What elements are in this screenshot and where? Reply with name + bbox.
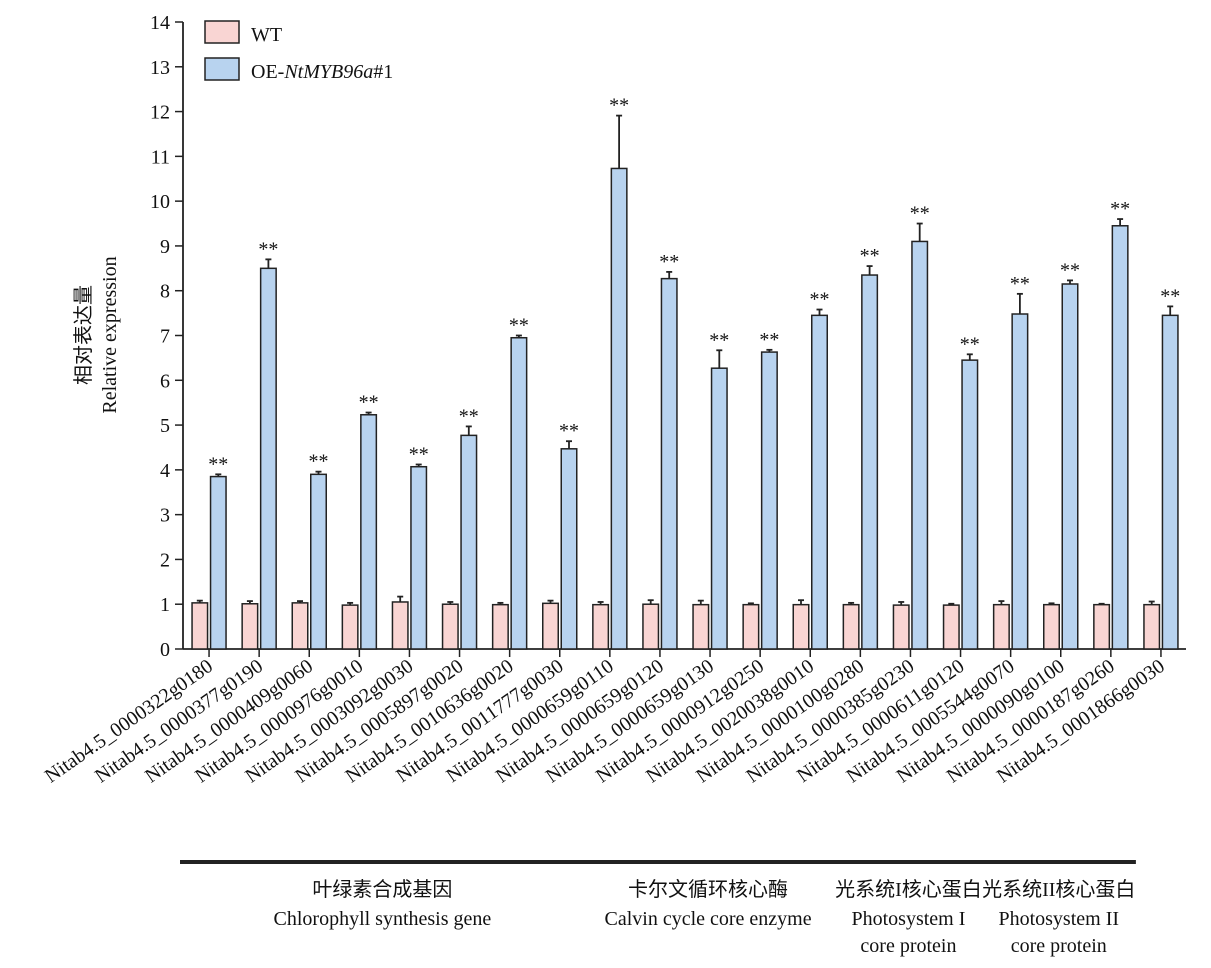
group-label-cn: 卡尔文循环核心酶 bbox=[628, 878, 788, 901]
y-tick-label: 12 bbox=[150, 102, 170, 124]
bar-wt bbox=[491, 603, 509, 650]
bar-oe bbox=[811, 314, 828, 650]
legend-label-oe-gene: NtMYB96a bbox=[283, 61, 373, 83]
bar-wt bbox=[792, 603, 810, 650]
bar-wt bbox=[1043, 603, 1060, 650]
significance-label: ** bbox=[509, 315, 529, 337]
y-tick-label: 8 bbox=[160, 281, 170, 303]
group-label-en: Chlorophyll synthesis gene bbox=[274, 908, 492, 930]
group-label-en: Calvin cycle core enzyme bbox=[604, 908, 811, 930]
bars: ** ** ** ** ** ** ** ** ** ** ** ** ** ** ** ** ** ** ** ** bbox=[191, 95, 1180, 650]
legend: WT OE-NtMYB96a#1 bbox=[204, 20, 393, 83]
group-label-cn: 光系统I核心蛋白 bbox=[835, 878, 982, 901]
significance-label: ** bbox=[1160, 285, 1180, 307]
legend-label-oe-prefix: OE- bbox=[251, 61, 284, 83]
bar-oe bbox=[310, 473, 327, 650]
bar-wt bbox=[291, 602, 309, 650]
bar-wt bbox=[942, 604, 960, 650]
bar-wt bbox=[1143, 603, 1161, 650]
y-tick-label: 4 bbox=[160, 460, 170, 482]
bar-oe bbox=[861, 274, 879, 650]
significance-label: ** bbox=[359, 392, 379, 414]
y-tick-label: 7 bbox=[160, 326, 170, 348]
bar-wt bbox=[1093, 603, 1111, 650]
bar-oe bbox=[460, 434, 478, 650]
gene-groups: 叶绿素合成基因 Chlorophyll synthesis gene 卡尔文循环核心… bbox=[180, 860, 1136, 957]
bar-wt bbox=[191, 602, 209, 650]
y-tick-label: 11 bbox=[151, 146, 170, 168]
legend-swatch-oe bbox=[204, 57, 240, 81]
bar-oe bbox=[961, 359, 979, 650]
bar-oe bbox=[760, 351, 778, 650]
bar-wt bbox=[892, 604, 910, 650]
bar-oe bbox=[911, 240, 929, 650]
significance-label: ** bbox=[960, 333, 980, 355]
group-label-cn: 叶绿素合成基因 bbox=[312, 878, 452, 901]
group-label-en: core protein bbox=[1011, 935, 1107, 957]
significance-label: ** bbox=[258, 238, 278, 260]
significance-label: ** bbox=[910, 203, 930, 225]
legend-swatch-wt bbox=[204, 20, 240, 44]
y-tick-label: 5 bbox=[160, 415, 170, 437]
significance-label: ** bbox=[409, 443, 429, 465]
bar-oe bbox=[1011, 313, 1029, 650]
significance-label: ** bbox=[810, 289, 830, 311]
bar-oe bbox=[1161, 314, 1179, 650]
bar-wt bbox=[692, 603, 710, 650]
y-tick-label: 14 bbox=[150, 12, 170, 34]
group-label-en: core protein bbox=[860, 935, 956, 957]
y-tick-label: 2 bbox=[160, 549, 170, 571]
significance-label: ** bbox=[659, 251, 679, 273]
significance-label: ** bbox=[559, 420, 579, 442]
significance-label: ** bbox=[1060, 259, 1080, 281]
legend-label-wt: WT bbox=[251, 24, 282, 46]
bar-wt bbox=[842, 603, 860, 650]
bar-wt bbox=[341, 604, 359, 650]
bar-oe bbox=[259, 267, 277, 650]
y-axis-title-cn: 相对表达量 bbox=[72, 285, 95, 385]
y-tick-label: 9 bbox=[160, 236, 170, 258]
bar-wt bbox=[742, 603, 760, 650]
bar-oe bbox=[410, 465, 428, 650]
y-tick-label: 3 bbox=[160, 505, 170, 527]
significance-label: ** bbox=[709, 329, 729, 351]
bar-wt bbox=[592, 603, 610, 650]
bar-oe bbox=[610, 167, 628, 650]
significance-label: ** bbox=[860, 245, 880, 267]
legend-label-oe: OE-NtMYB96a#1 bbox=[251, 61, 393, 83]
significance-label: ** bbox=[609, 95, 629, 117]
significance-label: ** bbox=[208, 453, 228, 475]
significance-label: ** bbox=[309, 451, 329, 473]
group-label-cn: 光系统II核心蛋白 bbox=[982, 878, 1135, 901]
bar-wt bbox=[642, 603, 660, 650]
significance-label: ** bbox=[759, 329, 779, 351]
bar-wt bbox=[992, 603, 1010, 650]
significance-label: ** bbox=[459, 405, 479, 427]
y-axis-title: Relative expression bbox=[99, 256, 121, 413]
bar-oe bbox=[510, 336, 528, 650]
bar-wt bbox=[441, 603, 459, 650]
bar-oe bbox=[710, 367, 728, 650]
significance-label: ** bbox=[1110, 198, 1130, 220]
y-tick-label: 0 bbox=[160, 639, 170, 661]
bar-wt bbox=[391, 601, 409, 650]
y-tick-label: 13 bbox=[150, 57, 170, 79]
bar-oe bbox=[560, 448, 578, 650]
bar-oe bbox=[360, 414, 378, 650]
bar-oe bbox=[1111, 225, 1129, 650]
bar-oe bbox=[1061, 283, 1079, 650]
group-label-en: Photosystem II bbox=[998, 908, 1119, 930]
significance-label: ** bbox=[1010, 273, 1030, 295]
bar-wt bbox=[542, 602, 559, 650]
legend-label-oe-suffix: #1 bbox=[373, 61, 393, 83]
y-tick-label: 6 bbox=[160, 370, 170, 392]
group-label-en: Photosystem I bbox=[851, 908, 965, 930]
bar-oe bbox=[209, 475, 227, 650]
bar-oe bbox=[660, 277, 678, 650]
y-tick-label: 1 bbox=[160, 594, 170, 616]
bar-wt bbox=[241, 603, 259, 650]
y-tick-label: 10 bbox=[150, 191, 170, 213]
x-tick-labels: Nitab4.5_0000322g0180Nitab4.5_0000377g01… bbox=[41, 649, 1169, 787]
